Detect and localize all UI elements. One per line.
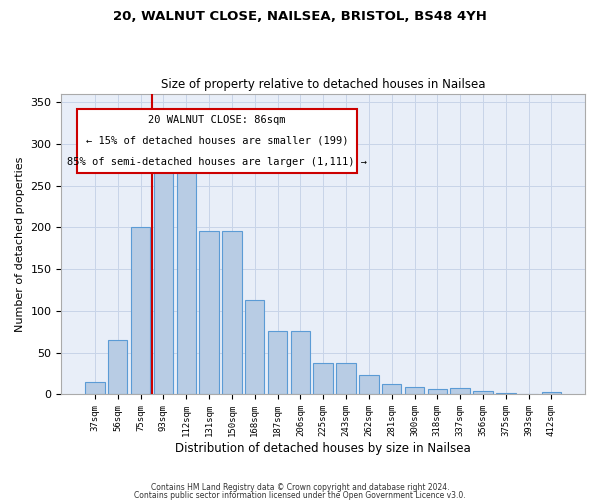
Bar [176,160,196,394]
Text: Contains HM Land Registry data © Crown copyright and database right 2024.: Contains HM Land Registry data © Crown c… [151,484,449,492]
Bar [337,362,356,394]
Bar [108,340,127,394]
Y-axis label: Number of detached properties: Number of detached properties [15,156,25,332]
Bar [222,232,242,394]
Bar [382,384,401,394]
Bar [313,362,333,394]
Text: ← 15% of detached houses are smaller (199): ← 15% of detached houses are smaller (19… [86,136,349,146]
Bar [473,391,493,394]
Text: Contains public sector information licensed under the Open Government Licence v3: Contains public sector information licen… [134,490,466,500]
Bar [542,392,561,394]
Bar [154,160,173,394]
Bar [85,382,104,394]
Bar [199,232,219,394]
Bar [405,387,424,394]
Bar [496,393,515,394]
Bar [245,300,265,394]
Text: 20, WALNUT CLOSE, NAILSEA, BRISTOL, BS48 4YH: 20, WALNUT CLOSE, NAILSEA, BRISTOL, BS48… [113,10,487,23]
Bar [131,228,150,394]
Text: 20 WALNUT CLOSE: 86sqm: 20 WALNUT CLOSE: 86sqm [148,115,286,125]
Text: 85% of semi-detached houses are larger (1,111) →: 85% of semi-detached houses are larger (… [67,156,367,166]
X-axis label: Distribution of detached houses by size in Nailsea: Distribution of detached houses by size … [175,442,471,455]
Bar [290,331,310,394]
FancyBboxPatch shape [77,108,357,174]
Bar [268,331,287,394]
Bar [359,375,379,394]
Bar [451,388,470,394]
Bar [428,390,447,394]
Title: Size of property relative to detached houses in Nailsea: Size of property relative to detached ho… [161,78,485,91]
